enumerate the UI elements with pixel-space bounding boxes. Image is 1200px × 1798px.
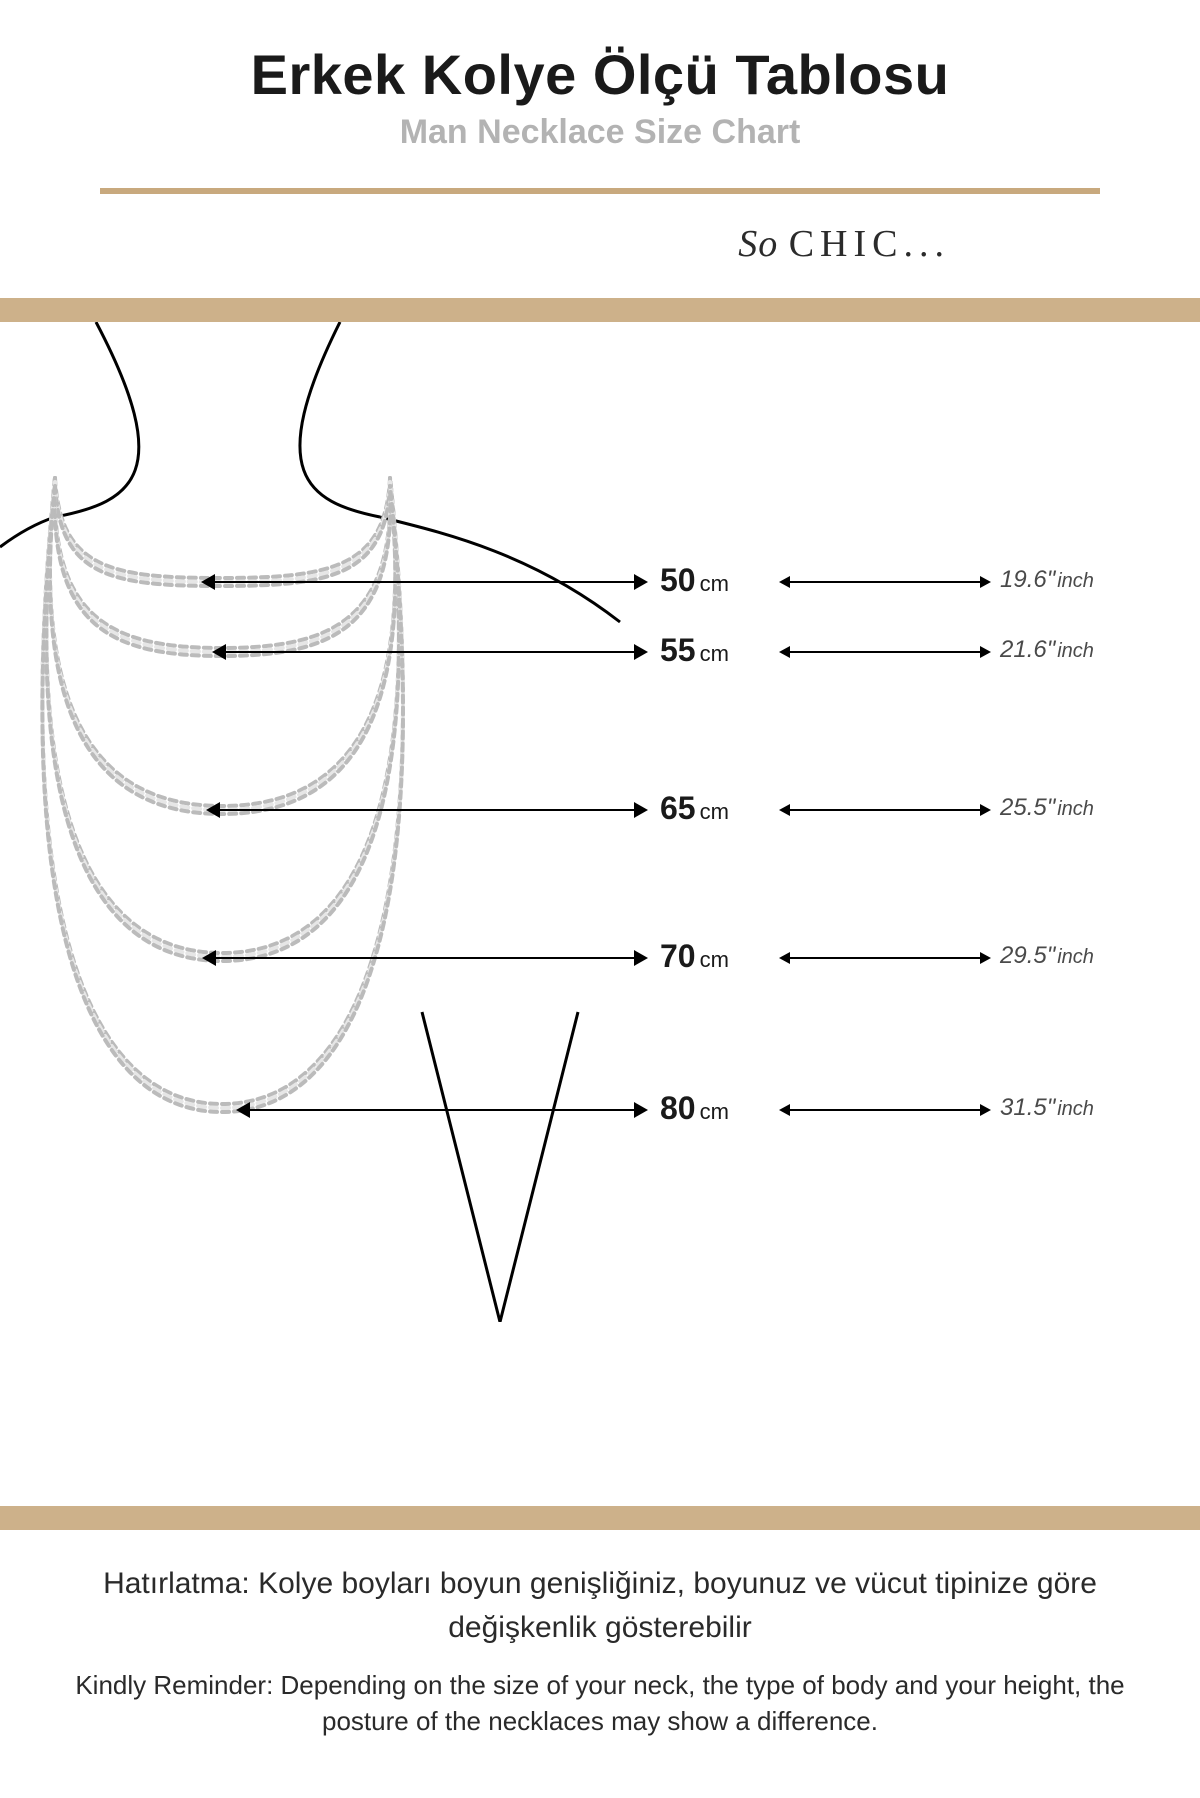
arrow-left-small-icon [779,804,790,816]
leader-line [215,581,634,583]
arrow-left-icon [201,574,215,590]
arrow-right-icon [634,802,648,818]
short-connector [790,957,980,959]
size-row: 80cm 31.5"inch [0,1090,1200,1130]
header: Erkek Kolye Ölçü Tablosu Man Necklace Si… [0,0,1200,152]
arrow-left-small-icon [779,1104,790,1116]
cm-label: 65cm [660,790,729,827]
arrow-left-small-icon [779,576,790,588]
cm-value: 55 [660,632,696,668]
arrow-left-small-icon [779,952,790,964]
inch-label: 19.6"inch [1000,566,1094,594]
cm-label: 55cm [660,632,729,669]
cm-value: 65 [660,790,696,826]
footer: Hatırlatma: Kolye boyları boyun genişliğ… [0,1562,1200,1740]
arrow-right-icon [634,574,648,590]
brand-logo: So CHIC... [738,222,950,266]
inch-unit: inch [1057,640,1094,662]
arrow-left-icon [206,802,220,818]
short-connector [790,651,980,653]
arrow-right-small-icon [980,1104,991,1116]
brand-so: So [738,223,778,265]
inch-unit: inch [1057,798,1094,820]
inch-value: 25.5" [1000,794,1055,821]
cm-value: 50 [660,562,696,598]
subtitle: Man Necklace Size Chart [0,113,1200,152]
inch-value: 29.5" [1000,942,1055,969]
arrow-right-small-icon [980,952,991,964]
size-row: 55cm 21.6"inch [0,632,1200,672]
divider-thin-top [100,188,1100,194]
cm-unit: cm [700,947,729,972]
short-connector [790,1109,980,1111]
arrow-right-small-icon [980,646,991,658]
inch-label: 31.5"inch [1000,1094,1094,1122]
divider-thick-bottom [0,1506,1200,1530]
size-row: 65cm 25.5"inch [0,790,1200,830]
cm-label: 50cm [660,562,729,599]
size-row: 50cm 19.6"inch [0,562,1200,602]
inch-value: 31.5" [1000,1094,1055,1121]
inch-unit: inch [1057,946,1094,968]
arrow-right-small-icon [980,804,991,816]
inch-label: 29.5"inch [1000,942,1094,970]
inch-unit: inch [1057,570,1094,592]
arrow-right-icon [634,1102,648,1118]
arrow-left-icon [236,1102,250,1118]
arrow-left-icon [202,950,216,966]
leader-line [226,651,634,653]
short-connector [790,581,980,583]
size-row: 70cm 29.5"inch [0,938,1200,978]
cm-value: 80 [660,1090,696,1126]
reminder-turkish: Hatırlatma: Kolye boyları boyun genişliğ… [70,1562,1130,1649]
arrow-left-icon [212,644,226,660]
cm-value: 70 [660,938,696,974]
cm-label: 70cm [660,938,729,975]
cm-label: 80cm [660,1090,729,1127]
main-title: Erkek Kolye Ölçü Tablosu [0,42,1200,107]
arrow-left-small-icon [779,646,790,658]
inch-value: 21.6" [1000,636,1055,663]
arrow-right-small-icon [980,576,991,588]
inch-label: 25.5"inch [1000,794,1094,822]
cm-unit: cm [700,571,729,596]
leader-line [250,1109,634,1111]
inch-unit: inch [1057,1098,1094,1120]
cm-unit: cm [700,799,729,824]
arrow-right-icon [634,644,648,660]
leader-line [216,957,634,959]
page: Erkek Kolye Ölçü Tablosu Man Necklace Si… [0,0,1200,1798]
leader-line [220,809,634,811]
brand-chic: CHIC... [789,223,950,265]
arrow-right-icon [634,950,648,966]
short-connector [790,809,980,811]
divider-thick-top [0,298,1200,322]
cm-unit: cm [700,641,729,666]
reminder-english: Kindly Reminder: Depending on the size o… [70,1667,1130,1740]
inch-value: 19.6" [1000,566,1055,593]
inch-label: 21.6"inch [1000,636,1094,664]
cm-unit: cm [700,1099,729,1124]
